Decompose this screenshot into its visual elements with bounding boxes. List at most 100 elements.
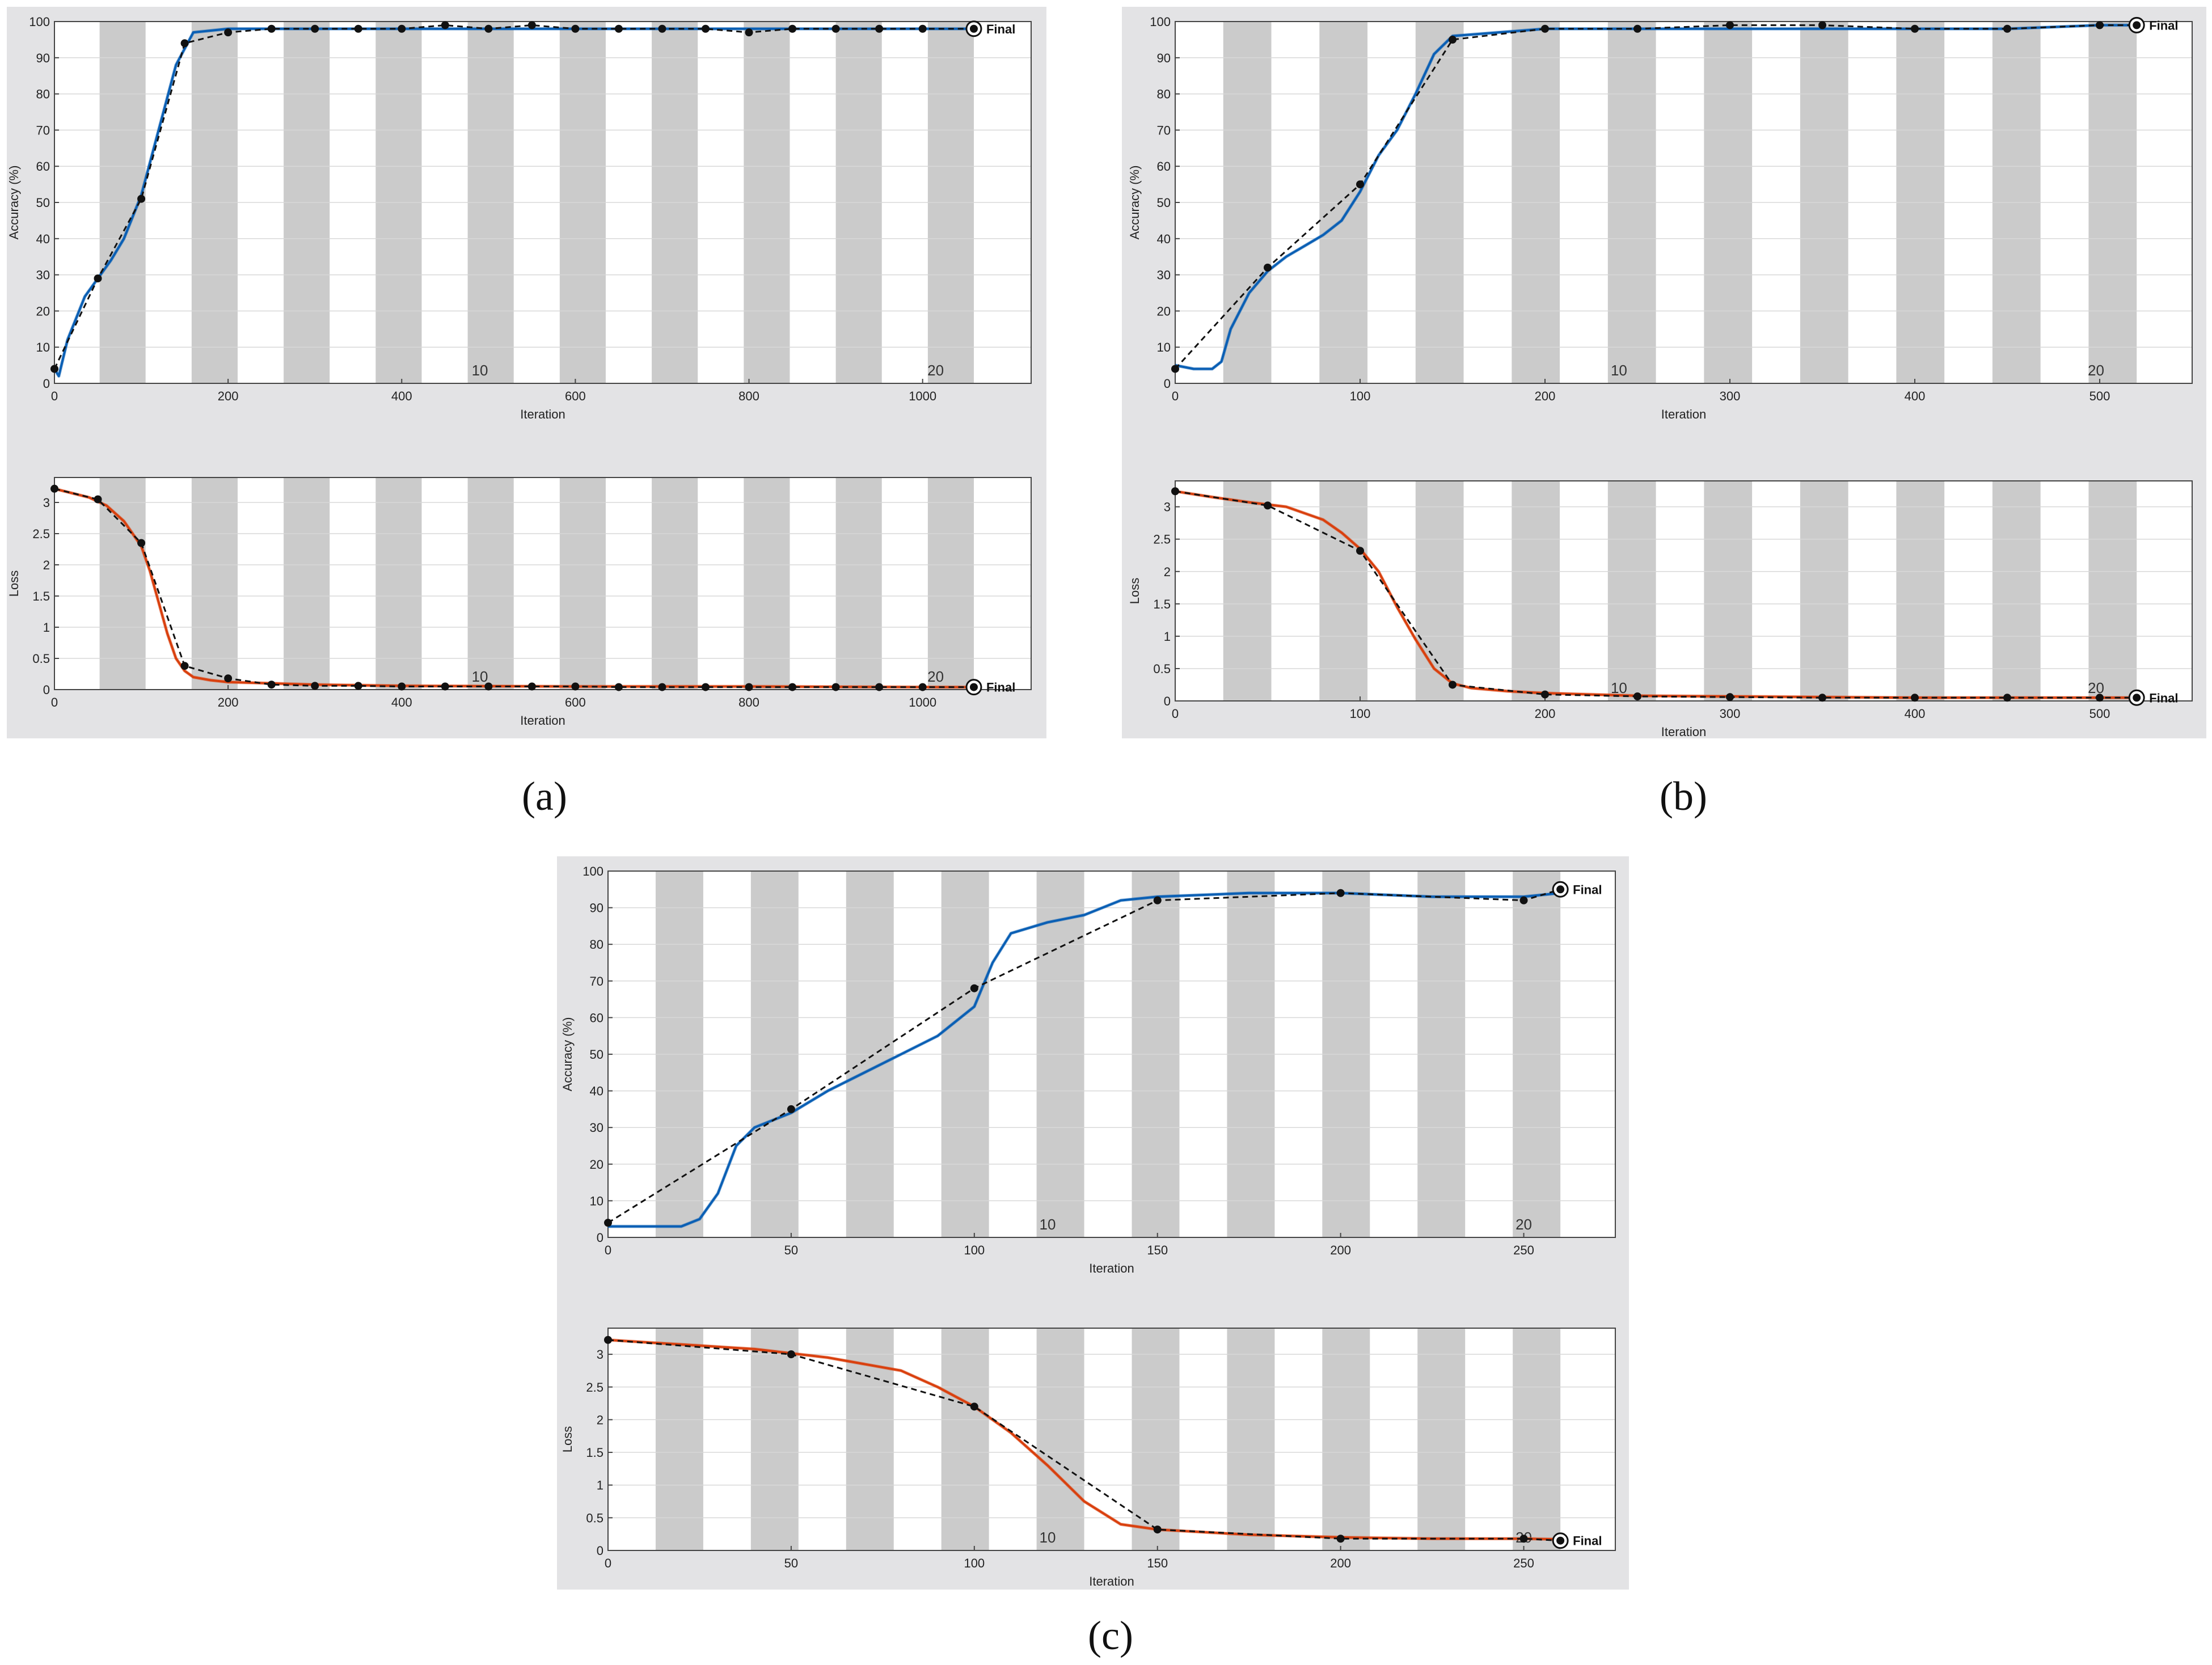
validation-point xyxy=(1633,24,1641,33)
validation-point xyxy=(1818,21,1826,29)
epoch-stripe xyxy=(284,477,330,690)
validation-point xyxy=(224,674,233,683)
final-label: Final xyxy=(986,22,1015,36)
y-axis-label: Loss xyxy=(7,571,21,597)
y-tick-label: 50 xyxy=(36,196,50,210)
x-tick-label: 600 xyxy=(565,695,586,709)
final-label: Final xyxy=(2149,691,2178,705)
validation-point xyxy=(918,683,927,691)
validation-point xyxy=(658,683,666,691)
y-tick-label: 1.5 xyxy=(1153,597,1171,611)
epoch-stripe xyxy=(467,477,514,690)
x-tick-label: 300 xyxy=(1720,389,1741,403)
y-tick-label: 10 xyxy=(590,1194,603,1208)
x-tick-label: 50 xyxy=(784,1243,798,1257)
validation-point xyxy=(1449,35,1457,44)
epoch-stripe xyxy=(1607,481,1656,701)
validation-point xyxy=(180,39,189,48)
epoch-stripe xyxy=(1992,481,2041,701)
y-tick-label: 90 xyxy=(1157,51,1171,65)
y-tick-label: 20 xyxy=(36,304,50,318)
validation-point xyxy=(1541,690,1549,699)
loss-axes-frame xyxy=(1175,480,2193,702)
final-label: Final xyxy=(986,681,1015,695)
panel-2-accuracy-chart: 0 10 20 30 40 50 60 70 80 90 100 0 50 100 150 200 250 Ite… xyxy=(560,864,1616,1275)
validation-point xyxy=(180,662,189,670)
epoch-label: 20 xyxy=(927,362,944,379)
validation-point xyxy=(137,195,146,203)
y-tick-label: 10 xyxy=(36,340,50,354)
y-tick-label: 2.5 xyxy=(1153,533,1171,547)
y-tick-label: 0 xyxy=(597,1231,603,1245)
validation-point xyxy=(571,24,580,33)
epoch-label: 20 xyxy=(2088,679,2104,696)
y-tick-label: 80 xyxy=(1157,87,1171,102)
x-tick-label: 0 xyxy=(51,695,58,709)
validation-point xyxy=(1356,547,1364,555)
epoch-stripe xyxy=(835,477,882,690)
y-tick-label: 100 xyxy=(582,864,603,878)
validation-dashed-line xyxy=(54,488,974,688)
validation-point xyxy=(875,683,884,691)
y-tick-label: 40 xyxy=(36,232,50,246)
x-tick-label: 200 xyxy=(1535,389,1556,403)
validation-point xyxy=(94,274,102,282)
x-tick-label: 800 xyxy=(738,695,759,709)
validation-point xyxy=(1153,896,1162,905)
validation-point xyxy=(50,484,58,493)
final-marker-dot xyxy=(969,683,978,691)
validation-point xyxy=(267,681,276,689)
epoch-stripe xyxy=(1896,481,1945,701)
y-tick-label: 0 xyxy=(597,1544,603,1558)
validation-point xyxy=(970,1402,978,1411)
training-smoothed-line xyxy=(608,891,1561,1228)
y-tick-label: 100 xyxy=(1150,15,1171,29)
training-smoothed-line xyxy=(1175,24,2137,370)
x-tick-label: 400 xyxy=(391,695,412,709)
validation-point xyxy=(1911,24,1919,33)
validation-point xyxy=(787,1350,795,1359)
x-tick-label: 300 xyxy=(1720,707,1741,721)
y-tick-label: 1 xyxy=(43,620,50,635)
x-tick-label: 0 xyxy=(605,1556,611,1570)
x-tick-label: 800 xyxy=(738,389,759,403)
epoch-stripe xyxy=(744,477,790,690)
final-marker-dot xyxy=(2133,694,2141,702)
epoch-stripe xyxy=(99,477,146,690)
epoch-stripe xyxy=(1513,1328,1561,1550)
validation-point xyxy=(311,682,319,690)
validation-point xyxy=(224,28,233,37)
validation-point xyxy=(398,24,406,33)
epoch-stripe xyxy=(652,477,698,690)
x-tick-label: 400 xyxy=(391,389,412,403)
validation-point xyxy=(745,28,753,37)
epoch-stripe xyxy=(1415,481,1464,701)
y-tick-label: 30 xyxy=(36,268,50,282)
validation-point xyxy=(1153,1525,1162,1534)
validation-point xyxy=(831,24,840,33)
validation-point xyxy=(1726,693,1734,702)
validation-point xyxy=(918,24,927,33)
epoch-stripe xyxy=(1322,1328,1370,1550)
validation-point xyxy=(527,682,536,691)
y-tick-label: 0 xyxy=(43,683,50,697)
validation-point xyxy=(787,1105,795,1113)
y-tick-label: 1 xyxy=(1164,629,1171,644)
x-tick-label: 150 xyxy=(1147,1243,1168,1257)
final-marker-dot xyxy=(1556,885,1565,894)
epoch-stripe xyxy=(375,477,422,690)
y-axis-label: Loss xyxy=(560,1426,575,1452)
epoch-label: 10 xyxy=(472,668,488,685)
validation-point xyxy=(1336,1535,1345,1543)
y-tick-label: 0.5 xyxy=(1153,662,1171,676)
epoch-label: 20 xyxy=(927,668,944,685)
y-tick-label: 30 xyxy=(590,1121,603,1135)
y-tick-label: 70 xyxy=(36,123,50,137)
validation-point xyxy=(788,24,797,33)
validation-point xyxy=(1264,263,1272,272)
y-tick-label: 60 xyxy=(36,159,50,174)
x-tick-label: 600 xyxy=(565,389,586,403)
y-tick-label: 30 xyxy=(1157,268,1171,282)
epoch-label: 10 xyxy=(1611,679,1627,696)
